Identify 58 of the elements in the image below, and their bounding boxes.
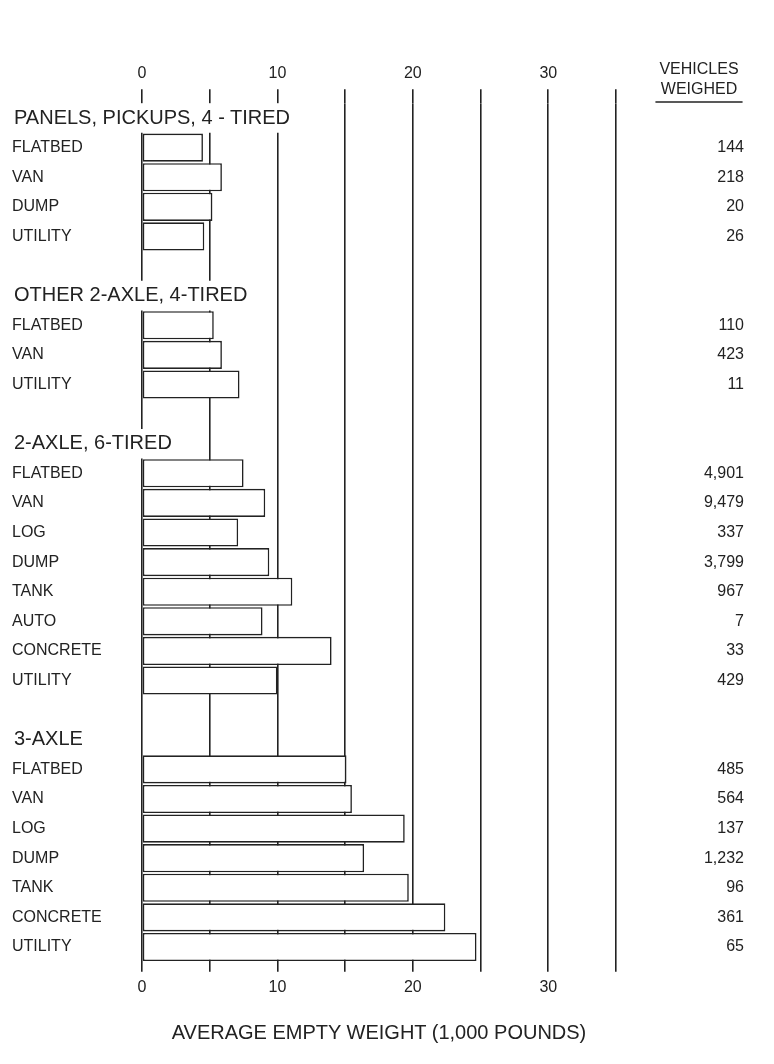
x-tick-label: 0 [137, 977, 147, 995]
y-tick-label: LOG [12, 522, 46, 540]
x-tick-label: 10 [268, 977, 287, 995]
x2-tick-label: 0 [137, 64, 147, 82]
y-tick-label: DUMP [12, 197, 60, 215]
text: 218 [717, 167, 745, 185]
y-tick-label: AUTO [12, 611, 57, 629]
text: 1,232 [703, 848, 745, 866]
y-tick-label: OTHER 2-AXLE, 4-TIRED [14, 283, 248, 306]
x-axis-title: AVERAGE EMPTY WEIGHT (1,000 POUNDS) [171, 1020, 587, 1043]
y-tick-label: DUMP [12, 848, 60, 866]
text: VEHICLES WEIGHED [659, 59, 739, 97]
y-tick-label: 3-AXLE [14, 727, 83, 750]
text: 26 [726, 226, 745, 244]
y-tick-label: DUMP [12, 552, 60, 570]
y-tick-label: VAN [12, 493, 44, 511]
text: 11 [727, 374, 745, 392]
x-tick-label: 20 [403, 977, 422, 995]
text: 9,479 [703, 493, 745, 511]
text: 3,799 [703, 552, 745, 570]
text: 423 [717, 345, 745, 363]
y-tick-label: UTILITY [12, 374, 72, 392]
y-tick-label: TANK [12, 582, 54, 600]
text: 144 [717, 138, 745, 156]
text: 110 [718, 315, 745, 333]
y-tick-label: VAN [12, 167, 44, 185]
text: 564 [717, 789, 745, 807]
y-tick-label: PANELS, PICKUPS, 4 - TIRED [14, 105, 291, 128]
y-tick-label: CONCRETE [12, 641, 102, 659]
text: 429 [717, 670, 745, 688]
text: 65 [726, 937, 745, 955]
text: 7 [735, 611, 745, 629]
y-tick-label: FLATBED [12, 463, 83, 481]
y-tick-label: FLATBED [12, 315, 83, 333]
y-tick-label: VAN [12, 345, 44, 363]
y-tick-label: CONCRETE [12, 907, 102, 925]
y-tick-label: UTILITY [12, 937, 72, 955]
x-tick-label: 30 [539, 977, 558, 995]
text: 485 [717, 759, 745, 777]
y-tick-label: LOG [12, 818, 46, 836]
x2-tick-label: 30 [539, 64, 558, 82]
text: 337 [717, 522, 745, 540]
y-tick-label: FLATBED [12, 759, 83, 777]
y-tick-label: UTILITY [12, 226, 72, 244]
y-tick-label: 2-AXLE, 6-TIRED [14, 431, 172, 454]
text: 20 [726, 197, 745, 215]
text: 967 [717, 582, 745, 600]
text: 361 [717, 907, 745, 925]
text: 96 [726, 878, 745, 896]
y-tick-label: TANK [12, 878, 54, 896]
x2-tick-label: 10 [268, 64, 287, 82]
y-tick-label: UTILITY [12, 670, 72, 688]
y-tick-label: VAN [12, 789, 44, 807]
text: 33 [726, 641, 745, 659]
x2-tick-label: 20 [403, 64, 422, 82]
text: 4,901 [703, 463, 745, 481]
text: 137 [717, 818, 745, 836]
y-tick-label: FLATBED [12, 138, 83, 156]
